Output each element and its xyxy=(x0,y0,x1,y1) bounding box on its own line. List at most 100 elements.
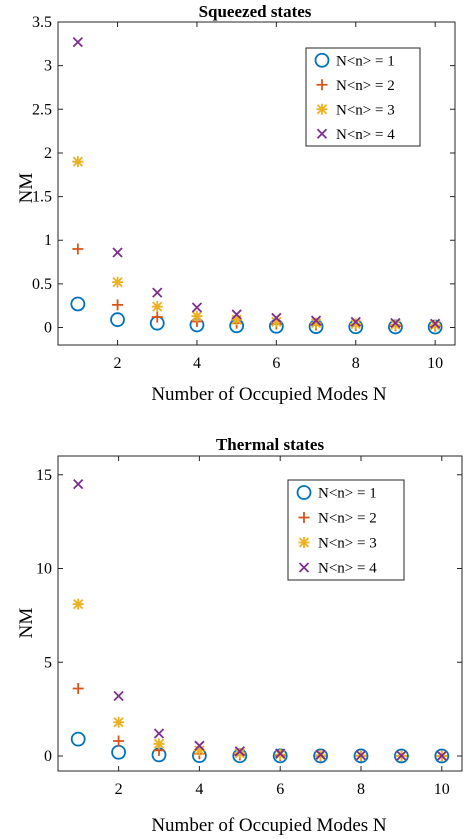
data-point xyxy=(234,746,245,757)
data-point xyxy=(113,690,124,702)
series-4 xyxy=(73,478,447,761)
data-point xyxy=(191,302,203,313)
legend-entry-label: N<n> = 2 xyxy=(318,511,377,527)
squeezed-states-chart: Squeezed states NM Number of Occupied Mo… xyxy=(16,2,456,405)
data-point xyxy=(72,243,84,255)
data-point xyxy=(113,716,125,728)
plot-area xyxy=(57,21,456,346)
data-point xyxy=(393,748,409,764)
data-point xyxy=(434,748,450,764)
data-point xyxy=(270,316,282,328)
data-point xyxy=(310,315,322,326)
x-tick-label: 8 xyxy=(357,781,365,798)
series-1 xyxy=(70,296,443,335)
x-tick-label: 2 xyxy=(114,355,122,372)
data-point xyxy=(390,317,401,329)
y-tick-label: 2 xyxy=(44,145,52,162)
x-tick-label: 2 xyxy=(115,781,123,798)
data-point xyxy=(350,316,361,328)
data-point xyxy=(73,478,84,490)
legend-marker xyxy=(316,103,328,115)
data-point xyxy=(191,310,203,322)
chart-title: Thermal states xyxy=(216,435,325,454)
data-point xyxy=(152,287,163,298)
y-tick-label: 0 xyxy=(44,748,52,765)
chart-title: Squeezed states xyxy=(199,2,312,21)
data-point xyxy=(275,748,286,759)
data-point xyxy=(70,731,86,747)
data-point xyxy=(113,735,125,747)
y-tick-label: 1 xyxy=(44,232,52,249)
legend-entry-label: N<n> = 3 xyxy=(336,102,395,118)
legend-marker xyxy=(316,79,328,91)
series-2 xyxy=(72,243,441,332)
x-tick-label: 6 xyxy=(272,355,280,372)
series-3 xyxy=(72,598,448,762)
data-point xyxy=(396,750,407,761)
x-tick-label: 4 xyxy=(195,781,203,798)
series-3 xyxy=(72,156,441,331)
data-point xyxy=(72,598,84,610)
y-axis-label: NM xyxy=(16,173,37,204)
series-2 xyxy=(72,683,448,762)
data-point xyxy=(151,301,163,313)
legend-entry-label: N<n> = 4 xyxy=(318,561,377,577)
legend-marker xyxy=(298,562,310,573)
thermal-states-chart: Thermal states NM Number of Occupied Mod… xyxy=(16,435,463,836)
data-point xyxy=(193,744,205,756)
data-point xyxy=(110,312,125,328)
x-tick-label: 10 xyxy=(434,781,450,798)
data-point xyxy=(315,749,326,760)
data-point xyxy=(112,247,123,258)
y-tick-label: 15 xyxy=(36,467,52,484)
data-point xyxy=(231,314,243,326)
plot-area xyxy=(57,455,463,772)
y-tick-label: 3.5 xyxy=(32,14,52,31)
legend-entry-label: N<n> = 4 xyxy=(336,127,395,143)
y-tick-label: 2.5 xyxy=(32,101,52,118)
data-point xyxy=(350,318,362,330)
legend-entry-label: N<n> = 2 xyxy=(336,78,395,94)
legend-entry-label: N<n> = 1 xyxy=(318,486,377,502)
data-point xyxy=(72,36,83,48)
data-point xyxy=(313,748,329,764)
y-tick-label: 3 xyxy=(44,58,52,75)
data-point xyxy=(436,750,447,761)
x-tick-label: 8 xyxy=(352,355,360,372)
x-tick-label: 6 xyxy=(276,781,284,798)
y-tick-label: 5 xyxy=(44,654,52,671)
data-point xyxy=(271,312,282,324)
data-point xyxy=(153,728,165,739)
y-tick-label: 1.5 xyxy=(32,189,52,206)
y-tick-label: 10 xyxy=(36,561,52,578)
x-axis-label: Number of Occupied Modes N xyxy=(151,815,387,836)
legend: N<n> = 1 N<n> = 2 N<n> = 3 N<n> = 4 xyxy=(287,479,405,581)
data-point xyxy=(389,319,401,331)
legend-marker xyxy=(314,52,330,68)
data-point xyxy=(194,740,205,751)
data-point xyxy=(112,299,124,311)
legend-marker xyxy=(316,128,328,139)
data-point xyxy=(429,319,441,331)
data-point xyxy=(310,317,322,329)
y-axis-label: NM xyxy=(16,608,37,639)
legend: N<n> = 1 N<n> = 2 N<n> = 3 N<n> = 4 xyxy=(305,47,421,147)
y-tick-label: 0 xyxy=(44,320,52,337)
data-point xyxy=(72,683,84,694)
data-point xyxy=(112,276,124,288)
data-point xyxy=(231,309,242,320)
legend-marker xyxy=(298,537,310,548)
data-point xyxy=(353,748,369,764)
data-point xyxy=(111,744,126,760)
data-point xyxy=(430,318,441,329)
legend-entry-label: N<n> = 3 xyxy=(318,536,377,552)
data-point xyxy=(234,747,246,759)
data-point xyxy=(355,750,367,761)
data-point xyxy=(151,311,163,323)
legend-marker xyxy=(296,485,312,500)
data-point xyxy=(72,156,84,168)
x-tick-label: 4 xyxy=(193,355,201,372)
legend-marker xyxy=(298,512,310,523)
series-1 xyxy=(70,731,450,764)
